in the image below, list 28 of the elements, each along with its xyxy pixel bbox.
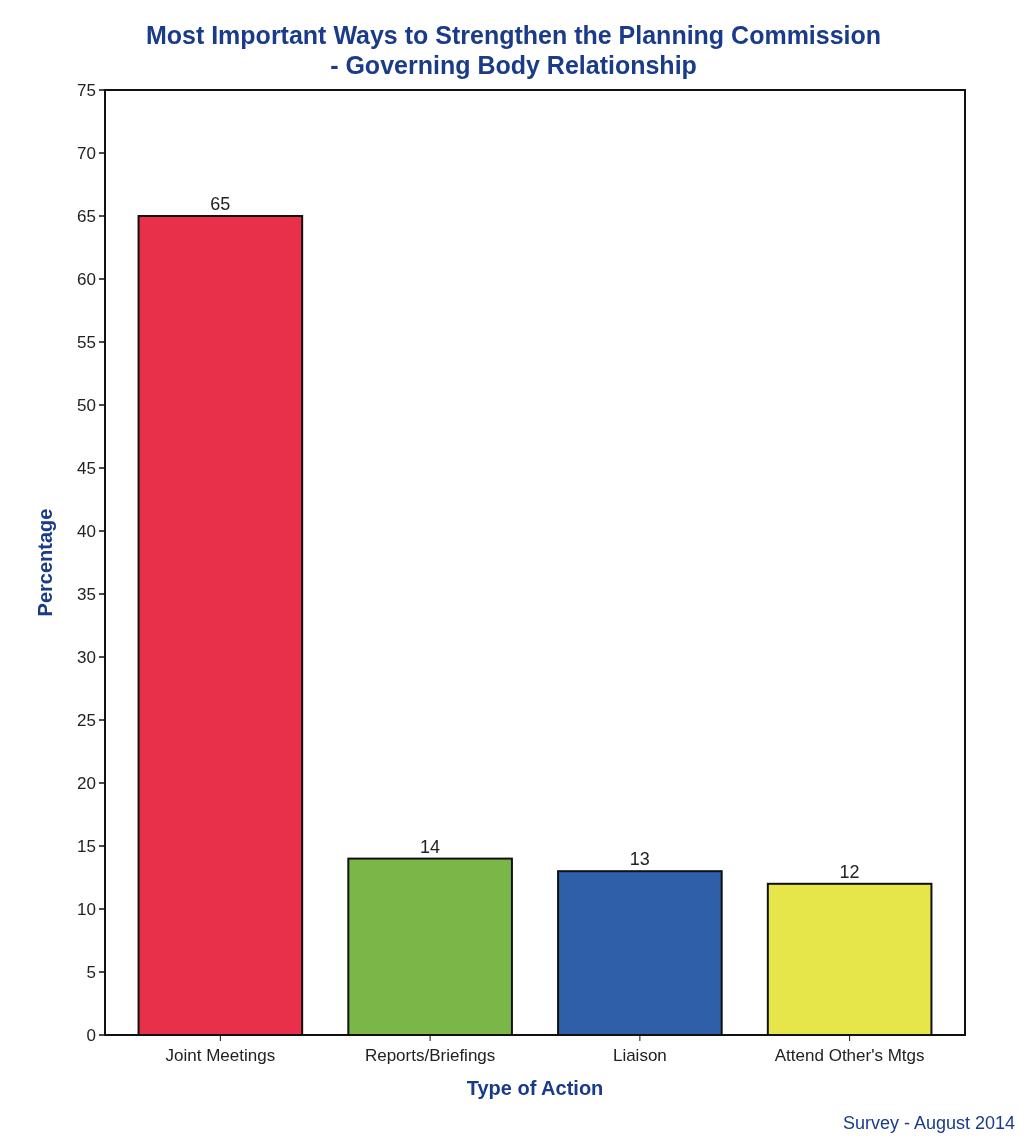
- x-axis-title: Type of Action: [466, 1077, 604, 1099]
- y-tick-label: 20: [77, 773, 96, 793]
- y-tick-label: 75: [77, 80, 96, 100]
- chart-title: Most Important Ways to Strengthen the Planning Commission - Governing Body Relationship: [145, 21, 882, 79]
- data-label: 65: [210, 194, 231, 214]
- y-tick-label: 45: [77, 458, 96, 478]
- y-tick-label: 15: [77, 836, 96, 856]
- y-tick-label: 55: [77, 332, 96, 352]
- data-label: 13: [629, 849, 650, 870]
- data-label: 12: [839, 861, 860, 882]
- y-tick-label: 35: [77, 584, 96, 604]
- data-label: 14: [420, 836, 441, 857]
- y-axis-title: Percentage: [34, 508, 56, 617]
- x-tick-label: Liaison: [612, 1046, 667, 1065]
- text: Survey - August 2014: [842, 1113, 1015, 1133]
- x-tick-label: Attend Other's Mtgs: [774, 1046, 925, 1065]
- y-tick-label: 10: [77, 899, 96, 919]
- x-tick-label: Reports/Briefings: [364, 1046, 496, 1065]
- y-tick-label: 50: [77, 395, 96, 415]
- y-tick-label: 5: [86, 962, 96, 982]
- y-tick-label: 60: [77, 269, 96, 289]
- y-tick-label: 30: [77, 647, 96, 667]
- y-tick-label: 65: [77, 206, 96, 226]
- y-tick-label: 40: [77, 521, 96, 541]
- y-tick-label: 70: [77, 143, 96, 163]
- y-tick-label: 0: [86, 1025, 96, 1045]
- y-tick-label: 25: [77, 710, 96, 730]
- x-tick-label: Joint Meetings: [165, 1046, 276, 1065]
